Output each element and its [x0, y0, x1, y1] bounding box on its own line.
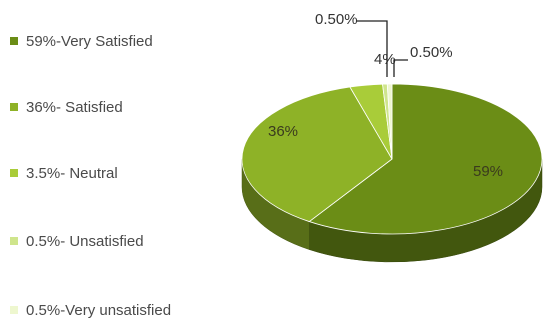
legend-item: 0.5%-Very unsatisfied	[10, 300, 171, 320]
legend-label: 0.5%- Unsatisfied	[26, 232, 144, 250]
pie-slice	[308, 83, 543, 235]
legend-item: 0.5%- Unsatisfied	[10, 231, 144, 251]
legend-label: 3.5%- Neutral	[26, 164, 118, 182]
leader-line	[393, 59, 408, 77]
legend-swatch	[10, 37, 18, 45]
slice-label: 59%	[473, 163, 503, 180]
legend-label: 0.5%-Very unsatisfied	[26, 301, 172, 319]
legend-swatch	[10, 103, 18, 111]
slice-label: 0.50%	[410, 44, 453, 61]
legend-swatch	[10, 169, 18, 177]
legend-label: 59%-Very Satisfied	[26, 32, 153, 50]
leader-line	[356, 20, 388, 77]
legend-item: 3.5%- Neutral	[10, 163, 118, 183]
pie-slice	[386, 83, 393, 160]
slice-label: 36%	[268, 123, 298, 140]
legend-swatch	[10, 237, 18, 245]
pie-top-group	[241, 83, 543, 235]
slice-label: 4%	[374, 51, 396, 68]
legend: 59%-Very Satisfied 36%- Satisfied 3.5%- Ne…	[0, 0, 230, 323]
legend-item: 36%- Satisfied	[10, 97, 123, 117]
legend-swatch	[10, 306, 18, 314]
pie-slice	[241, 86, 393, 223]
legend-label: 36%- Satisfied	[26, 98, 123, 116]
pie-labels: 59% 36% 4% 0.50% 0.50%	[268, 11, 503, 180]
slice-label: 0.50%	[315, 11, 358, 28]
legend-item: 59%-Very Satisfied	[10, 31, 153, 51]
